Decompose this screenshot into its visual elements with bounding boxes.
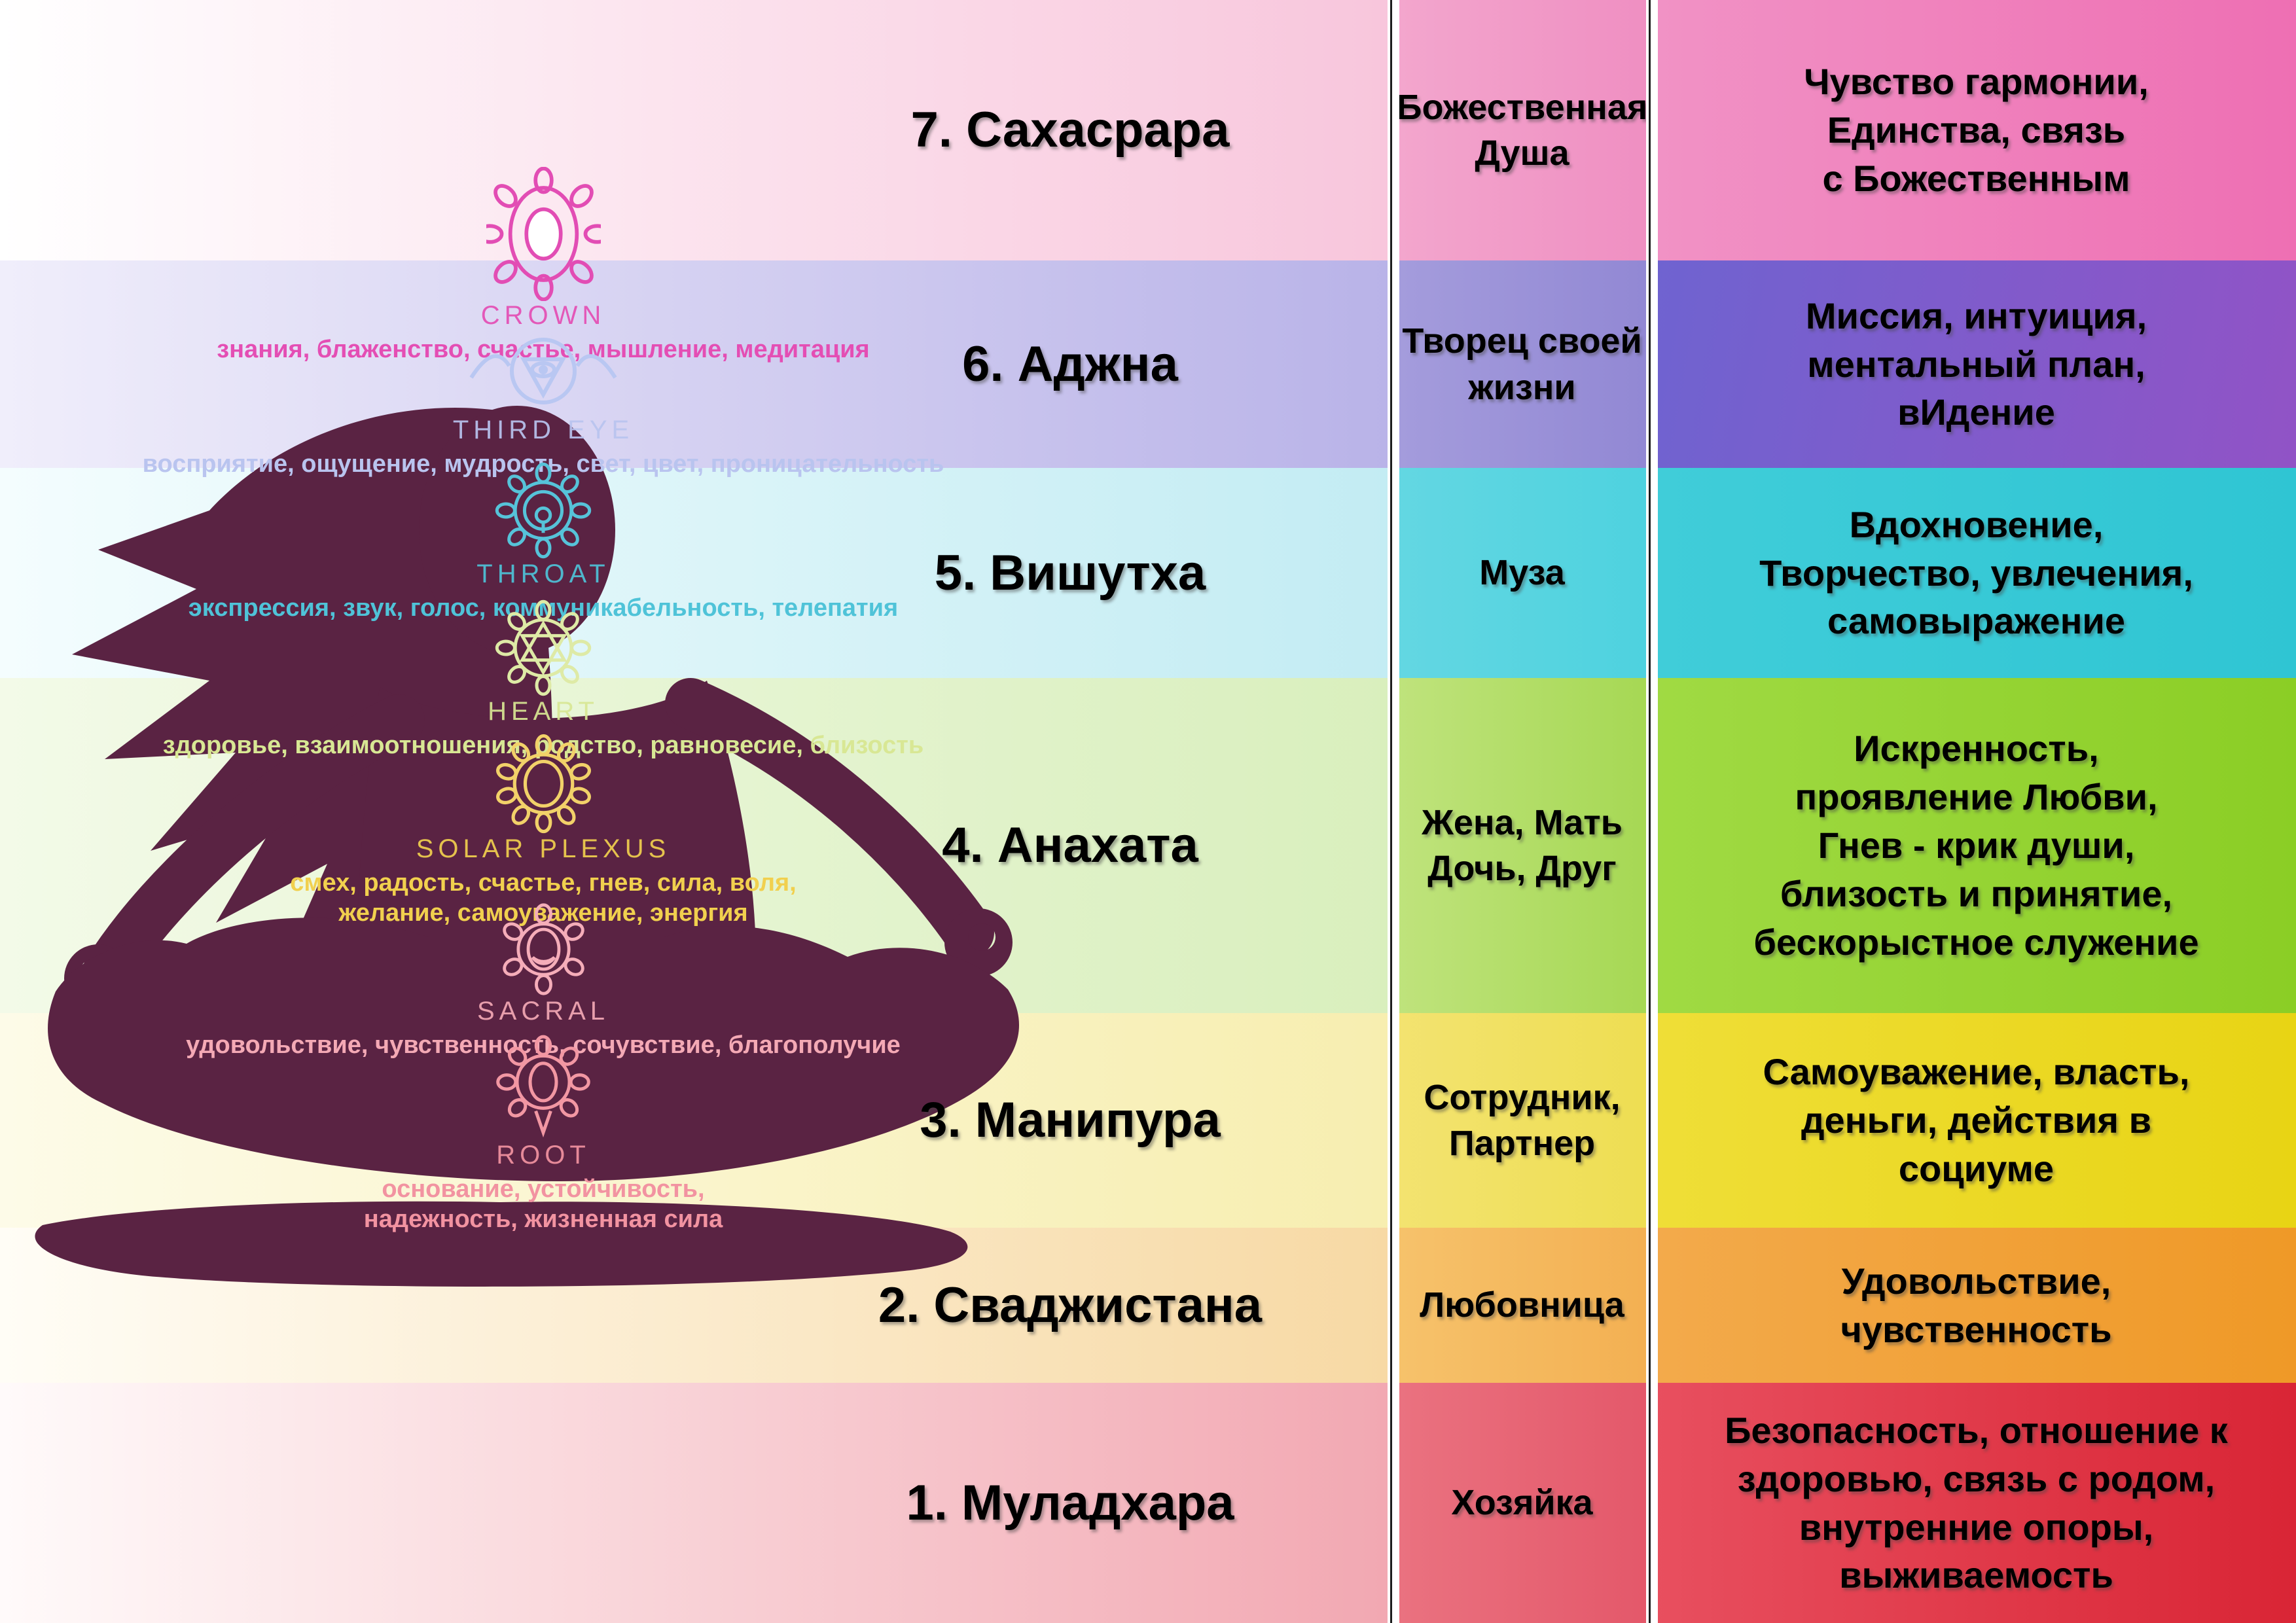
chakra-role-cell: Творец своей жизни [1398,260,1646,468]
chakra-role: Жена, Мать Дочь, Друг [1422,802,1623,888]
chakra-desc: Вдохновение, Творчество, увлечения, само… [1759,503,2193,642]
chakra-name-cell: 7. Сахасрара [753,0,1388,260]
chakra-role-cell: Муза [1398,468,1646,678]
chakra-label: SACRAL [476,997,610,1026]
chakra-role: Хозяйка [1451,1483,1593,1523]
row7-left-band [0,0,1388,260]
chakra-name-cell: 5. Вишутха [753,468,1388,678]
third-eye-chakra-icon [469,338,617,404]
chakra-label: HEART [488,697,599,726]
chakra-marker-crown: CROWN знания, блаженство, счастье, мышле… [0,167,1086,365]
chakra-desc: Искренность, проявление Любви, Гнев - кр… [1753,728,2199,963]
crown-chakra-icon [486,167,601,301]
chakra-desc: Самоуважение, власть, деньги, действия в… [1763,1051,2190,1189]
chakra-role-cell: Сотрудник, Партнер [1398,1013,1646,1228]
chakra-name: 1. Муладхара [906,1474,1234,1531]
chakra-label: ROOT [496,1141,590,1169]
solar-plexus-chakra-icon [493,733,594,834]
chakra-role-cell: Жена, Мать Дочь, Друг [1398,678,1646,1013]
chakra-marker-heart: HEART здоровье, взаимоотношения, родство… [0,599,1086,760]
right-hand-mudra [944,908,1013,976]
sacral-chakra-icon [496,902,591,997]
torso [357,681,756,962]
chakra-desc-cell: Удовольствие, чувственность [1657,1228,2296,1383]
chakra-desc: Безопасность, отношение к здоровью, связ… [1725,1409,2228,1596]
chakra-desc-cell: Вдохновение, Творчество, увлечения, само… [1657,468,2296,678]
root-chakra-icon [494,1033,592,1138]
chakra-name-cell: 3. Манипура [753,1013,1388,1228]
chakra-name: 5. Вишутха [934,544,1206,601]
right-arm [665,678,994,958]
chakra-role-cell: Божественная Душа [1396,0,1648,260]
chakra-name-cell: 1. Муладхара [753,1383,1388,1623]
chakra-marker-throat: THROAT экспрессия, звук, голос, коммуник… [0,461,1086,623]
chakra-desc-cell: Самоуважение, власть, деньги, действия в… [1657,1013,2296,1228]
chakra-name-cell: 4. Анахата [753,678,1388,1013]
chakra-role: Муза [1479,553,1565,593]
row1-left-band [0,1383,1388,1623]
throat-chakra-icon [494,461,592,560]
chakra-desc: Чувство гармонии, Единства, связь с Боже… [1804,61,2149,199]
chakra-name: 4. Анахата [942,817,1198,874]
chakra-desc-cell: Миссия, интуиция, ментальный план, вИден… [1657,260,2296,468]
chakra-role-cell: Любовница [1398,1228,1646,1383]
chakra-desc-cell: Чувство гармонии, Единства, связь с Боже… [1657,0,2296,260]
chakra-desc-cell: Искренность, проявление Любви, Гнев - кр… [1657,678,2296,1013]
crossed-legs [48,918,1020,1181]
chakra-desc: Удовольствие, чувственность [1840,1260,2112,1350]
chakra-name: 2. Сваджистана [878,1277,1263,1333]
chakra-label: THIRD EYE [452,416,634,444]
chakra-keywords: основание, устойчивость, надежность, жиз… [363,1175,723,1233]
chakra-role: Божественная Душа [1396,87,1648,173]
row6-left-band [0,260,1388,468]
chakra-keywords: знания, блаженство, счастье, мышление, м… [217,336,870,363]
chakra-label: CROWN [480,301,606,330]
column-divider [1388,0,1399,1623]
chakra-marker-solar-plexus: SOLAR PLEXUS смех, радость, счастье, гне… [0,733,1086,928]
chakra-role: Сотрудник, Партнер [1424,1077,1621,1163]
chakra-role-cell: Хозяйка [1398,1383,1646,1623]
chakra-name: 7. Сахасрара [910,102,1230,158]
chakra-role: Творец своей жизни [1402,321,1642,407]
ground-shadow [35,1201,968,1287]
chakra-desc-cell: Безопасность, отношение к здоровью, связ… [1657,1383,2296,1623]
chakra-name: 3. Манипура [920,1092,1221,1149]
chakra-name: 6. Аджна [962,336,1178,392]
chakra-label: SOLAR PLEXUS [416,834,671,863]
chakra-keywords: здоровье, взаимоотношения, родство, равн… [162,732,924,759]
chakra-name-cell: 2. Сваджистана [753,1228,1388,1383]
column-divider [1646,0,1658,1623]
chakra-role: Любовница [1420,1285,1624,1325]
chakra-keywords: экспрессия, звук, голос, коммуникабельно… [188,594,899,622]
chakra-marker-sacral: SACRAL удовольствие, чувственность, сочу… [0,902,1086,1060]
heart-chakra-icon [494,599,592,697]
chakra-name-cell: 6. Аджна [753,260,1388,468]
chakra-keywords: удовольствие, чувственность, сочувствие,… [186,1031,901,1059]
left-arm [82,694,425,997]
chakra-desc: Миссия, интуиция, ментальный план, вИден… [1805,294,2147,433]
chakra-label: THROAT [476,560,610,588]
chakra-marker-root: ROOT основание, устойчивость, надежность… [0,1033,1086,1234]
